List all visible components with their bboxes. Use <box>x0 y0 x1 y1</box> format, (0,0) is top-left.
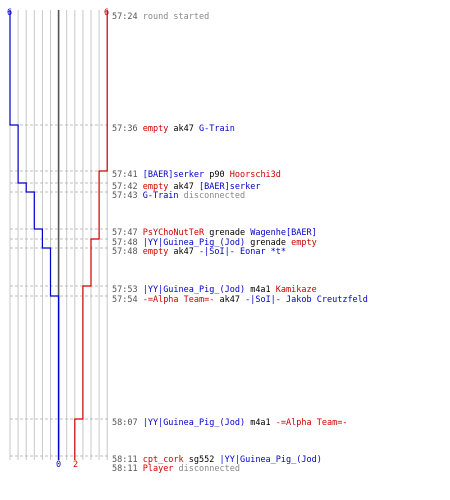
event-row: 57:43 G-Train disconnected <box>112 191 245 201</box>
event-time: 57:41 <box>112 170 143 180</box>
event-row: 58:11 Player disconnected <box>112 464 240 474</box>
event-text-part: m4a1 <box>245 418 276 428</box>
event-text-part: [BAER]serker <box>143 170 204 180</box>
event-row: 57:24 round started <box>112 12 209 22</box>
event-text-part: empty <box>143 247 169 257</box>
event-text-part: empty <box>291 238 317 248</box>
event-time: 57:48 <box>112 238 143 248</box>
event-row: 57:41 [BAER]serker p90 Hoorschi3d <box>112 170 281 180</box>
event-text-part: |YY|Guinea_Pig_(Jod) <box>143 238 245 248</box>
event-row: 58:07 |YY|Guinea_Pig_(Jod) m4a1 -=Alpha … <box>112 418 347 428</box>
event-row: 57:36 empty ak47 G-Train <box>112 124 235 134</box>
event-text-part: p90 <box>204 170 230 180</box>
event-text-part: -|SoI|- Jakob Creutzfeld <box>245 295 368 305</box>
event-text-part: |YY|Guinea_Pig_(Jod) <box>143 285 245 295</box>
blue-team-start-count: 6 <box>7 8 12 18</box>
event-text-part: ak47 <box>214 295 245 305</box>
event-text-part: [BAER]serker <box>199 182 260 192</box>
event-time: 58:11 <box>112 464 143 474</box>
event-text-part: -|SoI|- Eonar *t* <box>199 247 286 257</box>
event-text-part: Wagenhe[BAER] <box>250 228 317 238</box>
blue-team-end-count: 0 <box>56 460 61 470</box>
event-text-part: ak47 <box>168 124 199 134</box>
team-player-lines <box>9 10 108 460</box>
event-text-part: Kamikaze <box>276 285 317 295</box>
event-row: 57:47 PsYChoNutTeR grenade Wagenhe[BAER] <box>112 228 317 238</box>
event-text-part: ak47 <box>168 247 199 257</box>
red-team-step-line <box>74 10 108 460</box>
blue-team-step-line <box>9 10 60 460</box>
event-text-part: cpt_cork <box>143 455 184 465</box>
event-text-part: G-Train <box>199 124 235 134</box>
red-team-start-count: 6 <box>104 8 109 18</box>
event-time: 57:47 <box>112 228 143 238</box>
event-time: 57:54 <box>112 295 143 305</box>
event-time: 57:42 <box>112 182 143 192</box>
event-row: 57:54 -=Alpha Team=- ak47 -|SoI|- Jakob … <box>112 295 368 305</box>
event-time: 58:07 <box>112 418 143 428</box>
event-text-part: Player <box>143 464 174 474</box>
event-text-part: -=Alpha Team=- <box>276 418 348 428</box>
event-time: 57:24 <box>112 12 143 22</box>
event-time: 57:43 <box>112 191 143 201</box>
event-text-part: empty <box>143 182 169 192</box>
event-text-part: G-Train <box>143 191 179 201</box>
event-text-part: grenade <box>204 228 250 238</box>
event-text-part: disconnected <box>173 464 240 474</box>
event-text-part: round started <box>143 12 210 22</box>
event-text-part: disconnected <box>179 191 246 201</box>
event-time: 57:53 <box>112 285 143 295</box>
event-row: 57:48 empty ak47 -|SoI|- Eonar *t* <box>112 247 286 257</box>
event-text-part: empty <box>143 124 169 134</box>
event-text-part: m4a1 <box>245 285 276 295</box>
event-time: 57:36 <box>112 124 143 134</box>
event-guide-lines <box>10 124 108 457</box>
event-text-part: ak47 <box>168 182 199 192</box>
event-time: 57:48 <box>112 247 143 257</box>
event-text-part: PsYChoNutTeR <box>143 228 205 238</box>
event-text-part: -=Alpha Team=- <box>143 295 215 305</box>
event-text-part: Hoorschi3d <box>230 170 281 180</box>
red-team-end-count: 2 <box>73 460 78 470</box>
event-text-part: |YY|Guinea_Pig_(Jod) <box>143 418 245 428</box>
event-row: 58:11 cpt_cork sg552 |YY|Guinea_Pig_(Jod… <box>112 455 322 465</box>
event-time: 58:11 <box>112 455 143 465</box>
event-row: 57:48 |YY|Guinea_Pig_(Jod) grenade empty <box>112 238 317 248</box>
event-log: 57:24 round started 57:36 empty ak47 G-Tr… <box>112 12 368 474</box>
event-row: 57:53 |YY|Guinea_Pig_(Jod) m4a1 Kamikaze <box>112 285 317 295</box>
event-text-part: grenade <box>245 238 291 248</box>
event-row: 57:42 empty ak47 [BAER]serker <box>112 182 260 192</box>
event-text-part: sg552 <box>184 455 220 465</box>
event-text-part: |YY|Guinea_Pig_(Jod) <box>220 455 322 465</box>
